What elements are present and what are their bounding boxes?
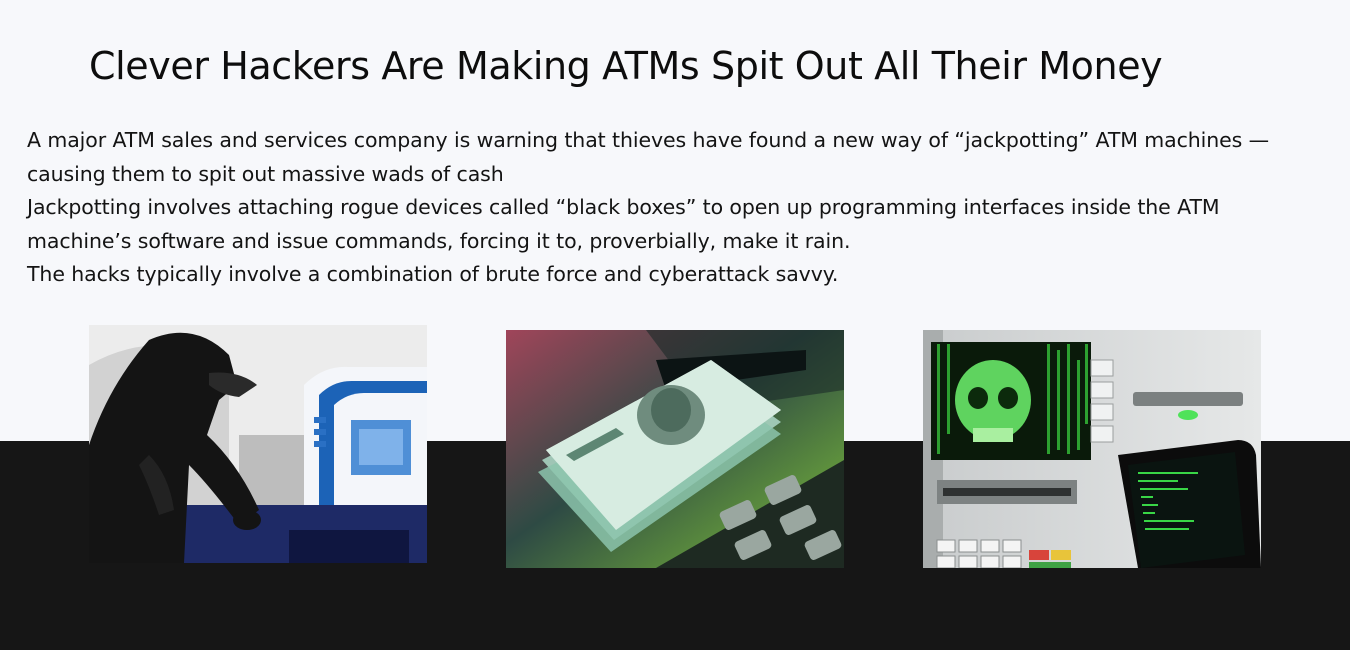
article-body: A major ATM sales and services company i… xyxy=(27,124,1327,292)
page-title: Clever Hackers Are Making ATMs Spit Out … xyxy=(89,44,1163,88)
paragraph-2: Jackpotting involves attaching rogue dev… xyxy=(27,195,1220,253)
hooded-thief-image xyxy=(89,325,427,563)
paragraph-3: The hacks typically involve a combinatio… xyxy=(27,262,839,286)
cash-dispensing-image xyxy=(506,330,844,568)
paragraph-1: A major ATM sales and services company i… xyxy=(27,128,1270,186)
hacked-atm-image xyxy=(923,330,1261,568)
